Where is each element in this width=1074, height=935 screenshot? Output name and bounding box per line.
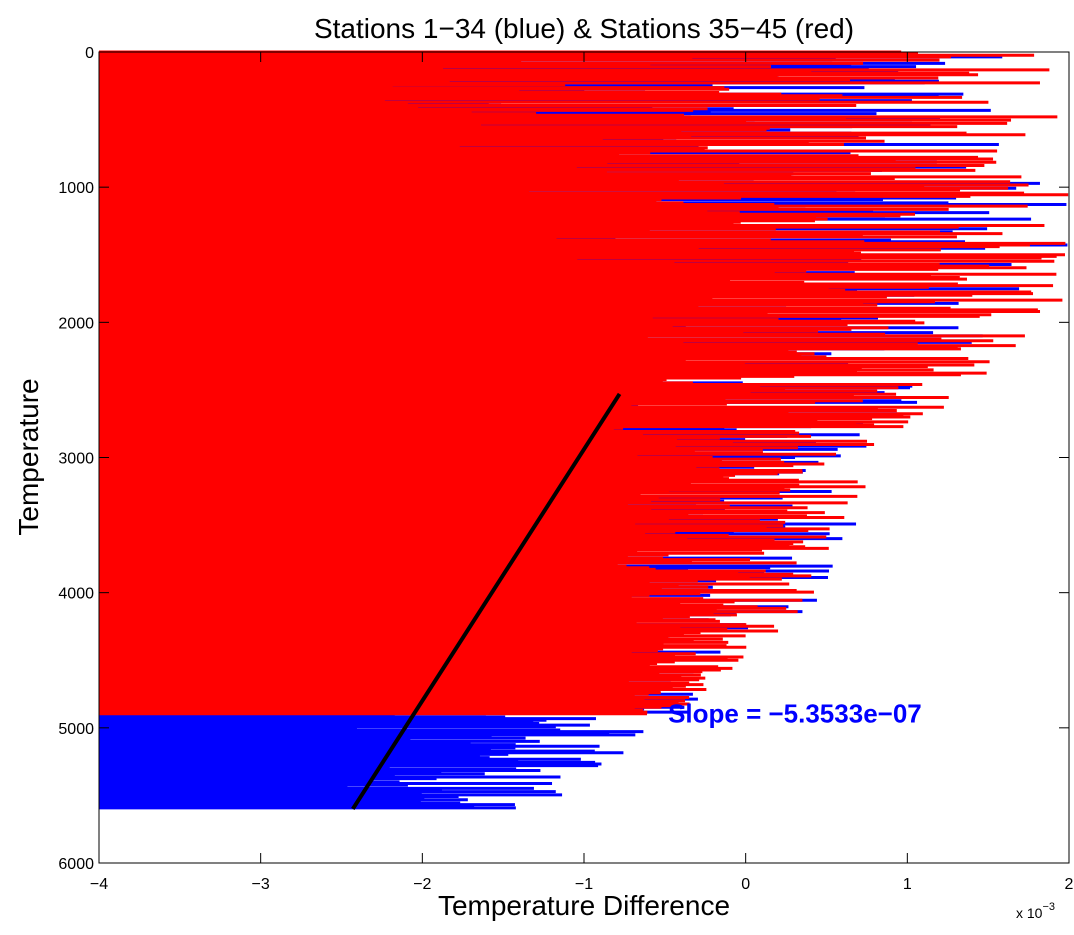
x-axis-label: Temperature Difference [438,890,730,921]
bars-layer [99,50,1069,810]
x-tick-label: 1 [903,876,912,893]
y-tick-label: 6000 [58,856,94,873]
y-tick-label: 5000 [58,721,94,738]
regression-line [351,392,622,811]
y-tick-label: 2000 [58,315,94,332]
x-tick-label: −4 [90,876,108,893]
x-axis-multiplier-exponent: −3 [1042,901,1055,913]
chart-title: Stations 1−34 (blue) & Stations 35−45 (r… [314,13,854,44]
x-tick-label: −2 [413,876,431,893]
x-tick-label: −1 [575,876,593,893]
x-tick-label: 2 [1065,876,1074,893]
x-axis-multiplier-base: x 10 [1016,905,1043,921]
series-2-bars [99,50,1069,716]
slope-annotation: Slope = −5.3533e−07 [668,698,922,728]
fit-line-layer [351,392,622,811]
y-axis-label: Temperature [13,378,44,535]
y-tick-label: 0 [85,45,94,62]
ticks-layer: −4 −3 −2 −1 0 1 2 0 1000 2000 3000 4000 5000 6000 [58,45,1073,893]
x-tick-label: −3 [252,876,270,893]
y-tick-label: 3000 [58,451,94,468]
x-tick-label: 0 [741,876,750,893]
y-tick-label: 4000 [58,586,94,603]
y-tick-label: 1000 [58,180,94,197]
x-axis-multiplier: x 10−3 [1016,901,1055,921]
